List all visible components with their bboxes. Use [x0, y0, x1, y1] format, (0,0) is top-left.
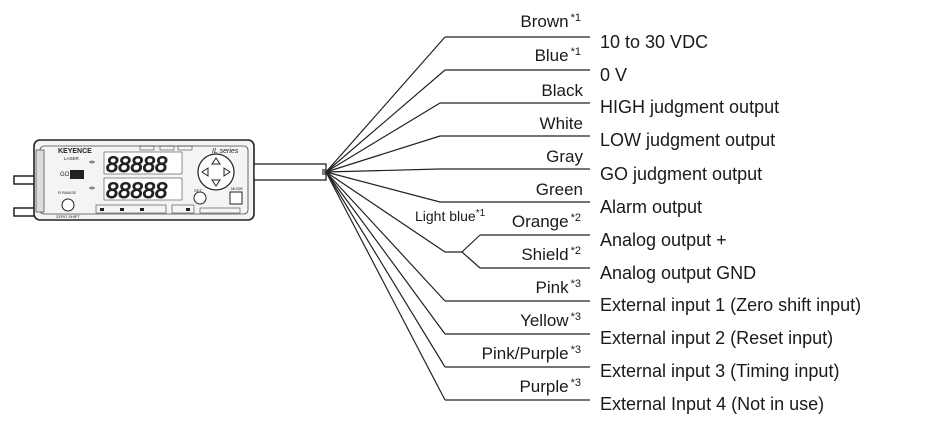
wire-label-pink-purple: Pink/Purple *3: [481, 344, 581, 363]
shield-branch: [461, 251, 481, 269]
range-label: R.RANGE: [58, 190, 77, 195]
wire-2-diagonal: [325, 69, 446, 173]
svg-text:88888: 88888: [106, 178, 168, 203]
function-label-5: GO judgment output: [600, 164, 763, 184]
wire-label-brown: Brown *1: [520, 12, 581, 31]
light-blue-label: Light blue*1: [415, 208, 486, 224]
wire-9-diagonal: [325, 171, 446, 302]
function-label-6: Alarm output: [600, 197, 703, 217]
amplifier-unit: KEYENCE LASER GO R.RANGE 88888 88888 ZER…: [13, 139, 255, 221]
mode-button[interactable]: [229, 191, 243, 205]
function-label-9: External input 1 (Zero shift input): [600, 295, 862, 315]
wire-fan: [322, 36, 590, 401]
zero-shift-label: ZERO SHIFT: [56, 214, 80, 219]
wire-label-gray: Gray: [546, 147, 583, 166]
function-label-8: Analog output GND: [600, 263, 757, 283]
wire-label-yellow: Yellow *3: [520, 311, 581, 330]
wire-label-white: White: [539, 114, 583, 133]
orange-branch: [461, 234, 481, 253]
wire-label-shield: Shield *2: [521, 245, 581, 264]
wire-11-diagonal: [325, 171, 446, 368]
wire-label-purple: Purple *3: [519, 377, 581, 396]
display-bottom: 88888: [103, 178, 183, 203]
function-label-12: External Input 4 (Not in use): [600, 394, 825, 414]
light-blue-wire: [325, 171, 446, 253]
wire-3-diagonal: [325, 102, 441, 173]
set-label: SET: [194, 188, 202, 193]
function-label-7: Analog output +: [600, 230, 727, 250]
function-label-3: HIGH judgment output: [600, 97, 780, 117]
set-button[interactable]: [193, 191, 207, 205]
wire-4-diagonal: [325, 135, 441, 173]
wire-label-pink: Pink *3: [535, 278, 581, 297]
function-label-1: 10 to 30 VDC: [600, 32, 709, 52]
function-label-10: External input 2 (Reset input): [600, 328, 834, 348]
wire-10-diagonal: [325, 171, 446, 335]
function-label-2: 0 V: [600, 65, 628, 85]
mode-label: MODE: [231, 186, 243, 191]
display-top: 88888: [103, 152, 183, 177]
laser-label: LASER: [64, 156, 80, 161]
wire-label-orange: Orange *2: [511, 212, 581, 231]
wire-label-green: Green: [535, 180, 583, 199]
wire-12-diagonal: [325, 171, 446, 401]
brand-logo: KEYENCE: [58, 148, 92, 155]
wire-1-diagonal: [325, 36, 446, 173]
wire-6-diagonal: [325, 171, 441, 203]
function-label-4: LOW judgment output: [600, 130, 776, 150]
wire-5-diagonal: [325, 168, 441, 173]
go-label: GO: [60, 172, 70, 178]
wire-label-black: Black: [541, 81, 583, 100]
direction-pad[interactable]: [197, 153, 235, 191]
function-label-11: External input 3 (Timing input): [600, 361, 840, 381]
svg-text:88888: 88888: [106, 152, 168, 177]
wire-label-blue: Blue *1: [534, 46, 581, 65]
series-label: IL series: [212, 148, 239, 155]
cable: [253, 163, 327, 181]
zero-shift-button[interactable]: [61, 198, 75, 212]
